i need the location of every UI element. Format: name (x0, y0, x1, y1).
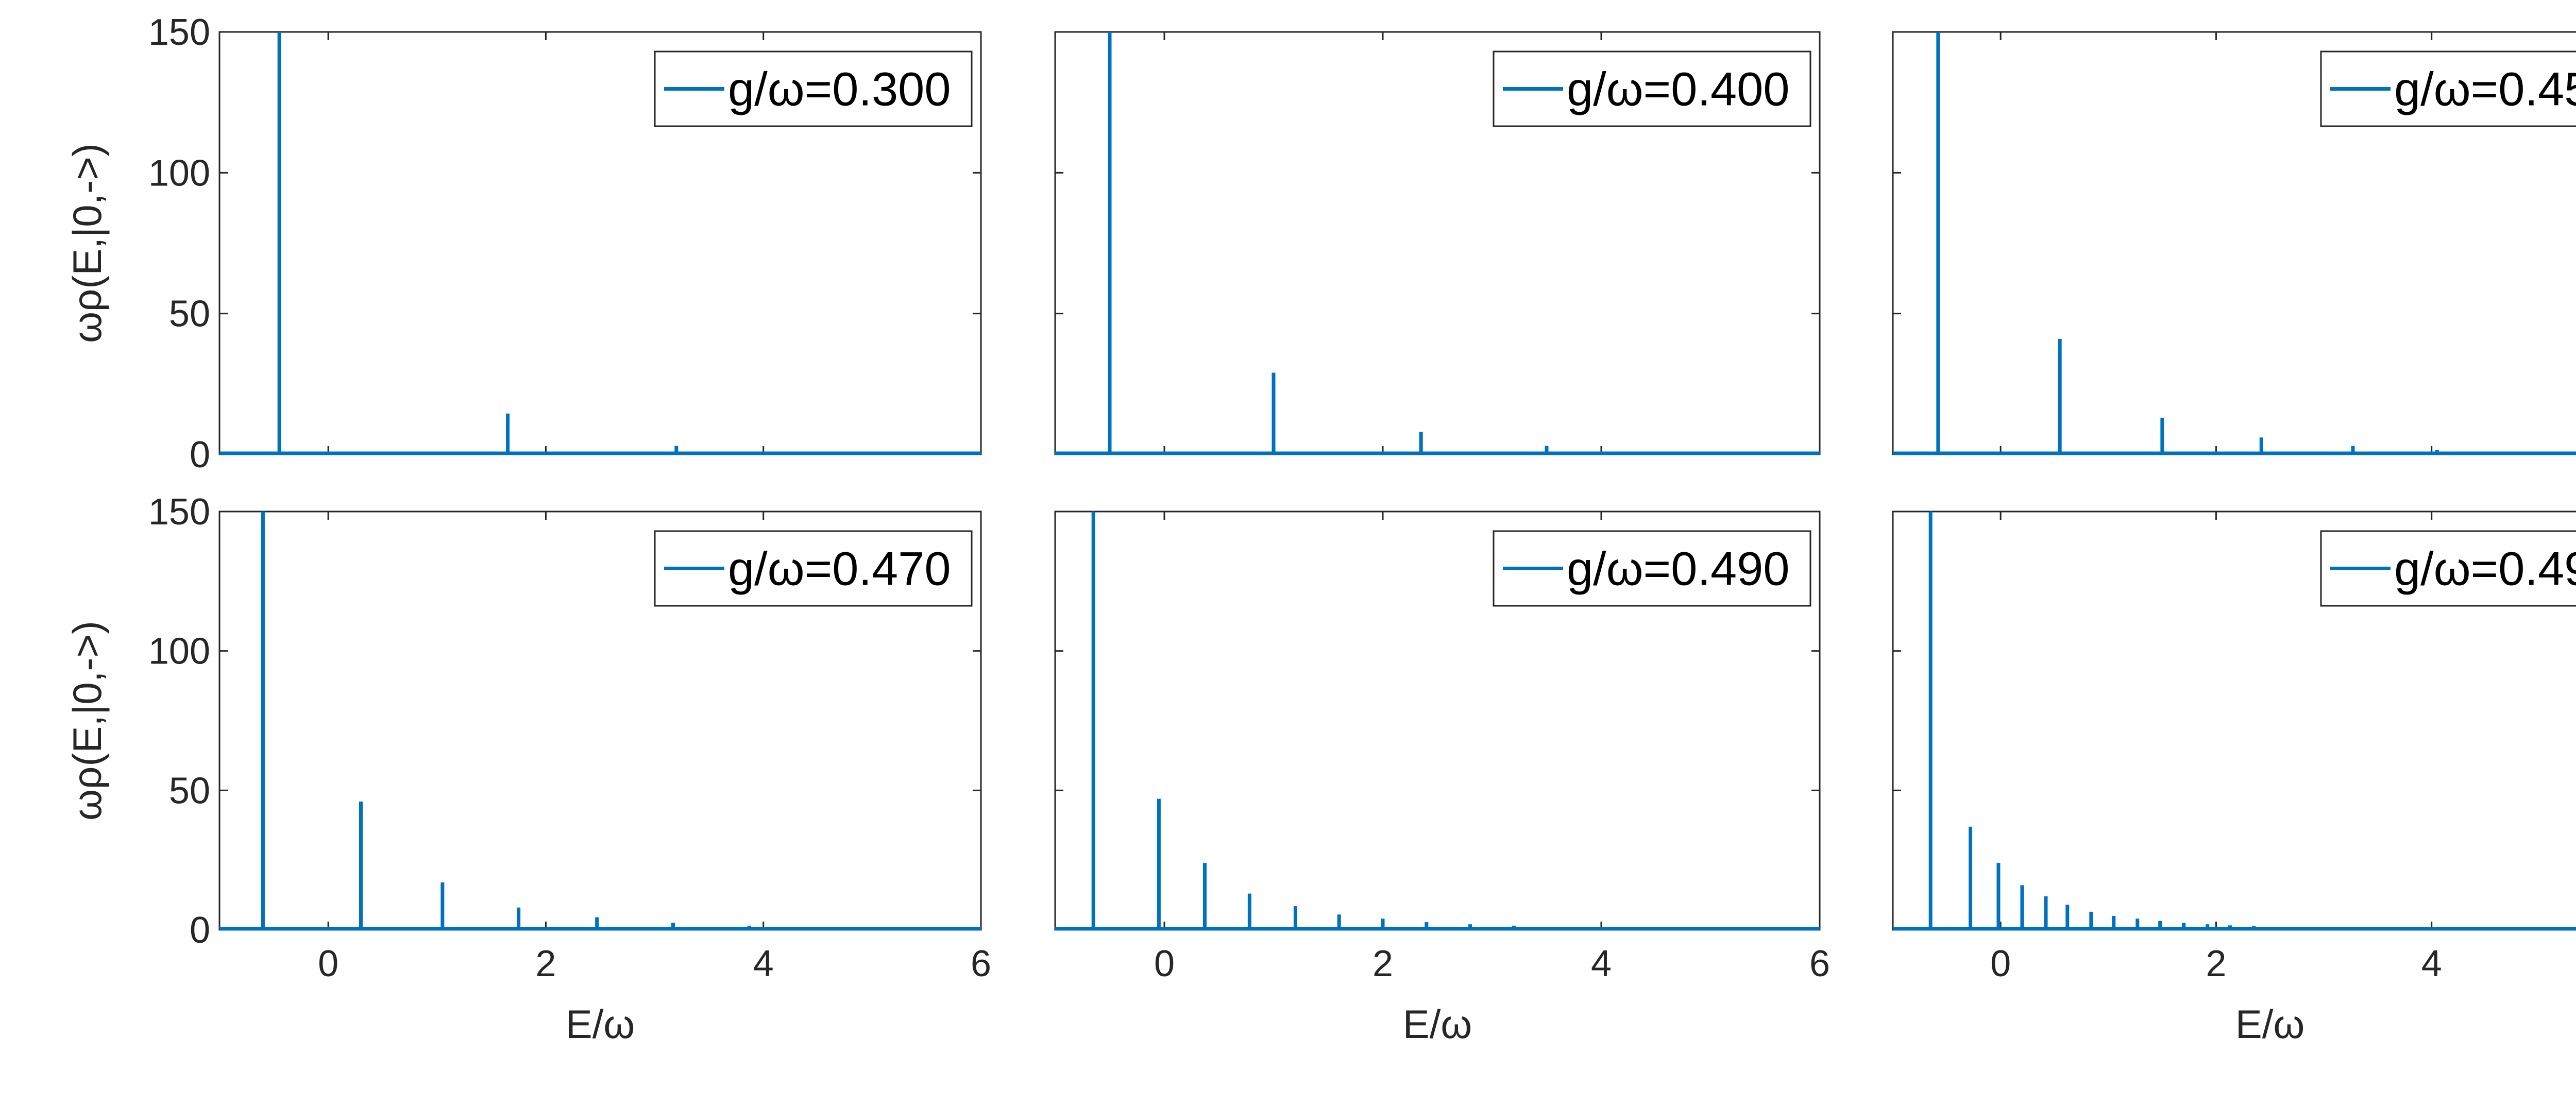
y-tick-label: 150 (148, 12, 210, 53)
x-tick-label: 0 (1154, 943, 1175, 984)
y-tick-label: 0 (190, 434, 210, 475)
x-tick-label: 6 (1809, 943, 1830, 984)
y-tick-label: 50 (169, 770, 210, 811)
legend-label: g/ω=0.490 (1567, 543, 1790, 595)
chart-panel-4: 0 2 4 6 0 50 100 150 E/ω ωρ(E,|0,->) g/ω=0.470 (64, 491, 991, 1047)
y-tick-label: 100 (148, 152, 210, 194)
x-tick-label: 2 (2206, 943, 2226, 984)
chart-panel-3: g/ω=0.450 (1892, 31, 2576, 455)
legend-label: g/ω=0.300 (728, 63, 951, 116)
legend: g/ω=0.497 (2320, 530, 2576, 607)
x-tick-label: 2 (1372, 943, 1393, 984)
y-tick-label: 150 (148, 491, 210, 533)
x-tick-label: 0 (318, 943, 338, 984)
legend-label: g/ω=0.470 (728, 543, 951, 595)
y-axis-label: ωρ(E,|0,->) (64, 621, 110, 821)
x-axis-label: E/ω (1403, 1001, 1472, 1047)
x-tick-label: 6 (971, 943, 991, 984)
legend-label: g/ω=0.400 (1567, 63, 1790, 116)
x-tick-label: 0 (1990, 943, 2011, 984)
legend-label: g/ω=0.497 (2394, 543, 2576, 595)
legend: g/ω=0.490 (1493, 530, 1811, 607)
legend: g/ω=0.450 (2320, 50, 2576, 127)
x-tick-label: 4 (753, 943, 774, 984)
x-tick-label: 2 (535, 943, 556, 984)
x-axis-label: E/ω (2235, 1001, 2305, 1047)
y-tick-label: 0 (190, 910, 210, 951)
chart-panel-5: 0 2 4 6 E/ω g/ω=0.490 (1054, 511, 1830, 1047)
legend: g/ω=0.470 (654, 530, 973, 607)
y-tick-label: 100 (148, 631, 210, 672)
y-tick-label: 50 (169, 294, 210, 335)
x-axis-label: E/ω (566, 1001, 635, 1047)
legend: g/ω=0.400 (1493, 50, 1811, 127)
x-tick-label: 4 (1591, 943, 1612, 984)
y-axis-label: ωρ(E,|0,->) (64, 143, 110, 343)
chart-panel-2: g/ω=0.400 (1054, 31, 1821, 455)
legend: g/ω=0.300 (654, 50, 973, 127)
legend-label: g/ω=0.450 (2394, 63, 2576, 116)
x-tick-label: 4 (2421, 943, 2442, 984)
chart-panel-1: 0 50 100 150 ωρ(E,|0,->) g/ω=0.300 (64, 12, 982, 475)
